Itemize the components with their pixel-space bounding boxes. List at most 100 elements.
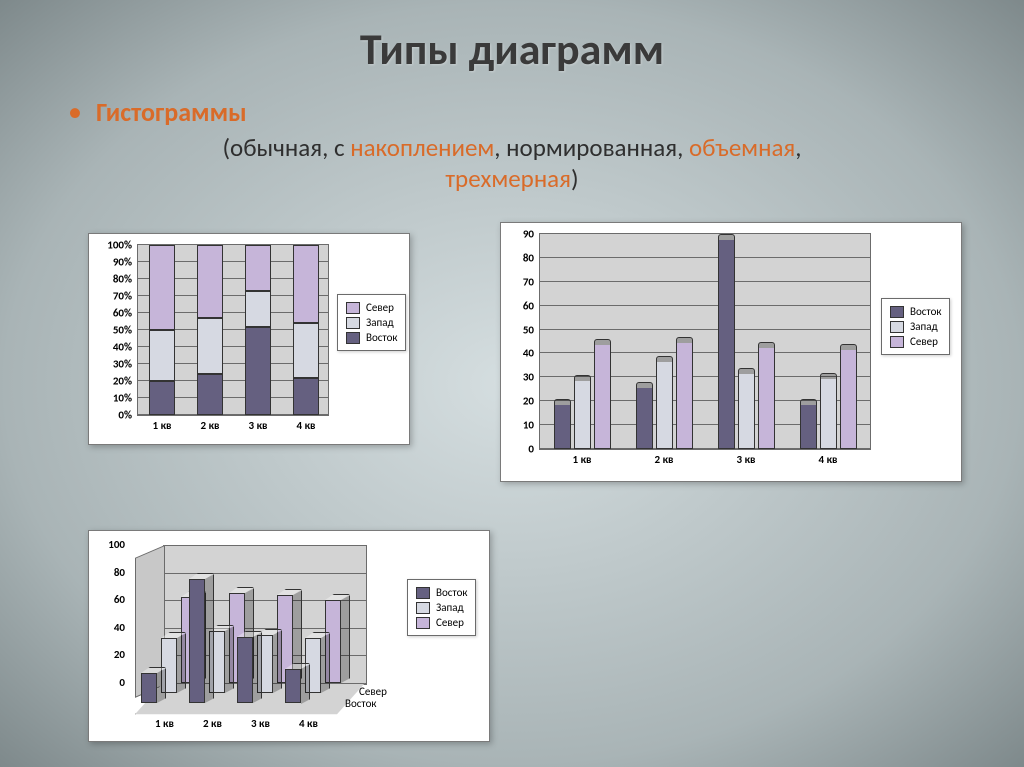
legend-item-north: Север	[346, 301, 397, 314]
ytick-label: 0	[119, 676, 125, 689]
ytick-label: 90%	[113, 256, 132, 269]
ytick-label: 80	[523, 251, 534, 264]
bar3d-side	[273, 630, 282, 693]
ytick-label: 80%	[113, 273, 132, 286]
bar-west	[245, 291, 271, 327]
bar3d-east	[141, 673, 157, 703]
bar-west	[656, 356, 673, 449]
bar-north	[758, 342, 775, 450]
legend-item-west: Запад	[346, 316, 397, 329]
legend-item-west: Запад	[890, 320, 941, 333]
legend-item-east: Восток	[346, 331, 397, 344]
bullet-icon: •	[68, 98, 82, 126]
bar3d-side	[321, 633, 330, 693]
bar-east	[718, 234, 735, 449]
legend-swatch-east	[346, 332, 360, 344]
legend-label-north: Север	[436, 616, 464, 629]
bar3d-side	[177, 633, 186, 693]
sub-t1: (обычная, с	[222, 132, 350, 163]
bar3d-side	[301, 664, 310, 703]
subtypes-line: (обычная, с накоплением, нормированная, …	[0, 132, 1024, 194]
legend: Север Запад Восток	[337, 294, 406, 351]
bar3d-east	[285, 669, 301, 704]
sub-t6: трехмерная	[445, 163, 571, 194]
xtick-label: 2 кв	[655, 453, 674, 466]
ytick-label: 70%	[113, 290, 132, 303]
legend-label-east: Восток	[366, 331, 397, 344]
bar-east	[245, 327, 271, 415]
xtick-label: 2 кв	[203, 717, 222, 730]
ytick-label: 80	[114, 566, 125, 579]
bar-east	[800, 399, 817, 449]
depth-label: Восток	[345, 697, 376, 710]
ytick-label: 30%	[113, 358, 132, 371]
xtick-label: 4 кв	[299, 717, 318, 730]
ytick-label: 0%	[118, 409, 132, 422]
chart-3d: 0204060801001 кв2 кв3 кв4 квСеверВостокВ…	[88, 530, 490, 742]
plot-area: 01020304050607080901 кв2 кв3 кв4 кв	[539, 233, 871, 450]
legend: Восток Запад Север	[881, 298, 950, 355]
xtick-label: 4 кв	[819, 453, 838, 466]
gridline	[164, 573, 366, 574]
ytick-label: 10	[523, 419, 534, 432]
legend-label-west: Запад	[910, 320, 938, 333]
bar-north	[840, 344, 857, 449]
bar-east	[293, 378, 319, 415]
bar3d-side	[253, 632, 262, 703]
legend-item-west: Запад	[416, 601, 467, 614]
bar-north	[149, 245, 175, 330]
ytick-label: 50	[523, 323, 534, 336]
plot-area: 0%10%20%30%40%50%60%70%80%90%100%1 кв2 к…	[137, 244, 329, 416]
gridline	[164, 545, 366, 546]
xtick-label: 4 кв	[297, 419, 316, 432]
gridline	[540, 233, 870, 234]
bar-north	[197, 245, 223, 318]
legend-swatch-east	[416, 587, 430, 599]
legend-label-west: Запад	[436, 601, 464, 614]
ytick-label: 70	[523, 275, 534, 288]
xtick-label: 1 кв	[153, 419, 172, 432]
bar-east	[636, 382, 653, 449]
legend-label-north: Север	[910, 335, 938, 348]
chart-grouped: 01020304050607080901 кв2 кв3 кв4 квВосто…	[500, 222, 962, 482]
legend-swatch-north	[416, 617, 430, 629]
xtick-label: 1 кв	[155, 717, 174, 730]
legend-label-west: Запад	[366, 316, 394, 329]
sub-t4: объемная	[689, 132, 795, 163]
sub-t7: )	[571, 163, 579, 194]
ytick-label: 100%	[107, 239, 132, 252]
legend-item-east: Восток	[416, 586, 467, 599]
ytick-label: 60	[523, 299, 534, 312]
legend-swatch-north	[346, 302, 360, 314]
bar-north	[594, 339, 611, 449]
bar3d-side	[205, 574, 214, 703]
gridline	[540, 352, 870, 353]
legend-swatch-north	[890, 336, 904, 348]
ytick-label: 50%	[113, 324, 132, 337]
sub-t2: накоплением	[350, 132, 494, 163]
bar3d-east	[189, 579, 205, 703]
legend: Восток Запад Север	[407, 579, 476, 636]
bullet-row: • Гистограммы	[68, 96, 247, 128]
bar-west	[197, 318, 223, 374]
legend-label-east: Восток	[910, 305, 941, 318]
bar-west	[574, 375, 591, 449]
xtick-label: 1 кв	[573, 453, 592, 466]
chart-stacked-100: 0%10%20%30%40%50%60%70%80%90%100%1 кв2 к…	[88, 233, 410, 445]
legend-swatch-west	[416, 602, 430, 614]
legend-swatch-east	[890, 306, 904, 318]
bar-north	[293, 245, 319, 323]
bar-west	[738, 368, 755, 449]
legend-label-north: Север	[366, 301, 394, 314]
xtick-label: 2 кв	[201, 419, 220, 432]
bullet-text: Гистограммы	[96, 96, 247, 128]
bar3d-side	[225, 626, 234, 693]
ytick-label: 60	[114, 593, 125, 606]
legend-item-north: Север	[416, 616, 467, 629]
bar3d-east	[237, 637, 253, 703]
bar3d-side	[341, 595, 350, 683]
bar-east	[149, 381, 175, 415]
bar-east	[197, 374, 223, 415]
bar3d-side	[157, 668, 166, 703]
ytick-label: 40	[114, 621, 125, 634]
